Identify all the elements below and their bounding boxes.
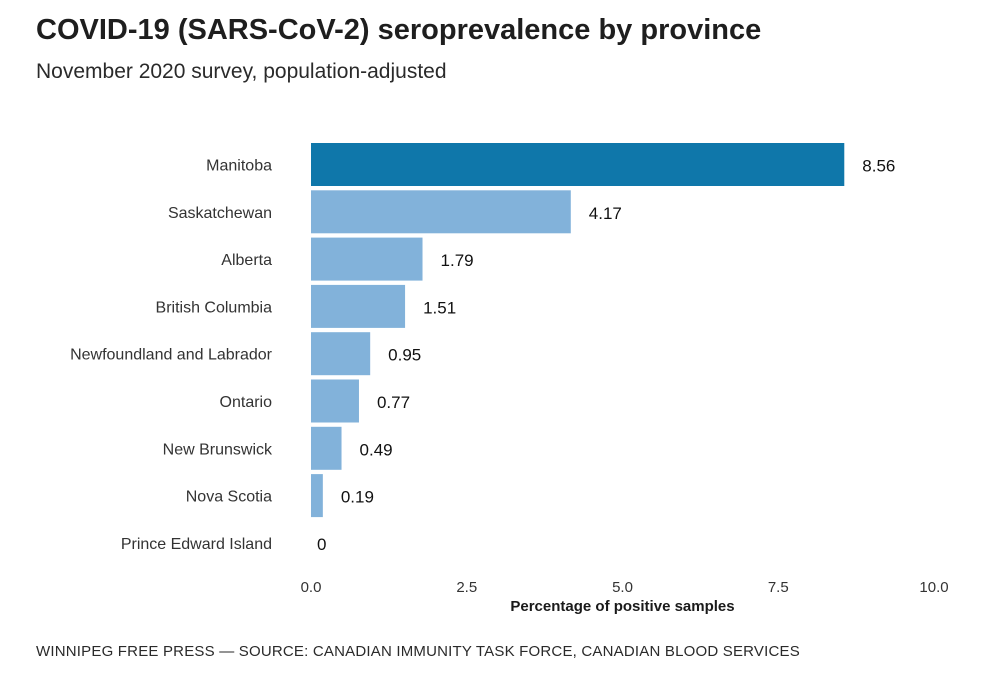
bar-nova-scotia <box>311 474 323 518</box>
x-tick-label: 5.0 <box>612 579 633 596</box>
category-label-new-brunswick: New Brunswick <box>163 441 273 458</box>
category-label-british-columbia: British Columbia <box>156 299 273 316</box>
value-label-newfoundland-and-labrador: 0.95 <box>388 346 421 365</box>
value-label-new-brunswick: 0.49 <box>360 440 393 459</box>
category-label-newfoundland-and-labrador: Newfoundland and Labrador <box>70 347 273 364</box>
bar-saskatchewan <box>311 190 571 234</box>
bar-manitoba <box>311 143 845 186</box>
bar-newfoundland-and-labrador <box>311 332 371 376</box>
bar-alberta <box>311 237 423 281</box>
bar-ontario <box>311 379 359 423</box>
x-axis-title: Percentage of positive samples <box>510 598 734 615</box>
category-label-prince-edward-island: Prince Edward Island <box>121 536 272 553</box>
x-tick-label: 10.0 <box>919 579 948 596</box>
value-label-british-columbia: 1.51 <box>423 298 456 317</box>
bar-new-brunswick <box>311 426 342 470</box>
value-label-ontario: 0.77 <box>377 393 410 412</box>
category-label-manitoba: Manitoba <box>206 158 272 175</box>
x-tick-label: 7.5 <box>768 579 789 596</box>
x-tick-label: 2.5 <box>456 579 477 596</box>
value-label-manitoba: 8.56 <box>862 157 895 176</box>
value-label-nova-scotia: 0.19 <box>341 488 374 507</box>
chart-title: COVID-19 (SARS-CoV-2) seroprevalence by … <box>36 14 762 46</box>
value-label-saskatchewan: 4.17 <box>589 204 622 223</box>
category-label-saskatchewan: Saskatchewan <box>168 205 272 222</box>
value-label-prince-edward-island: 0 <box>317 535 326 554</box>
source-credit: WINNIPEG FREE PRESS — SOURCE: CANADIAN I… <box>36 643 800 660</box>
x-tick-label: 0.0 <box>301 579 322 596</box>
value-label-alberta: 1.79 <box>441 251 474 270</box>
category-label-alberta: Alberta <box>221 252 272 269</box>
bar-british-columbia <box>311 284 406 328</box>
chart-subtitle: November 2020 survey, population-adjuste… <box>36 60 447 83</box>
category-label-ontario: Ontario <box>220 394 273 411</box>
category-label-nova-scotia: Nova Scotia <box>186 489 272 506</box>
